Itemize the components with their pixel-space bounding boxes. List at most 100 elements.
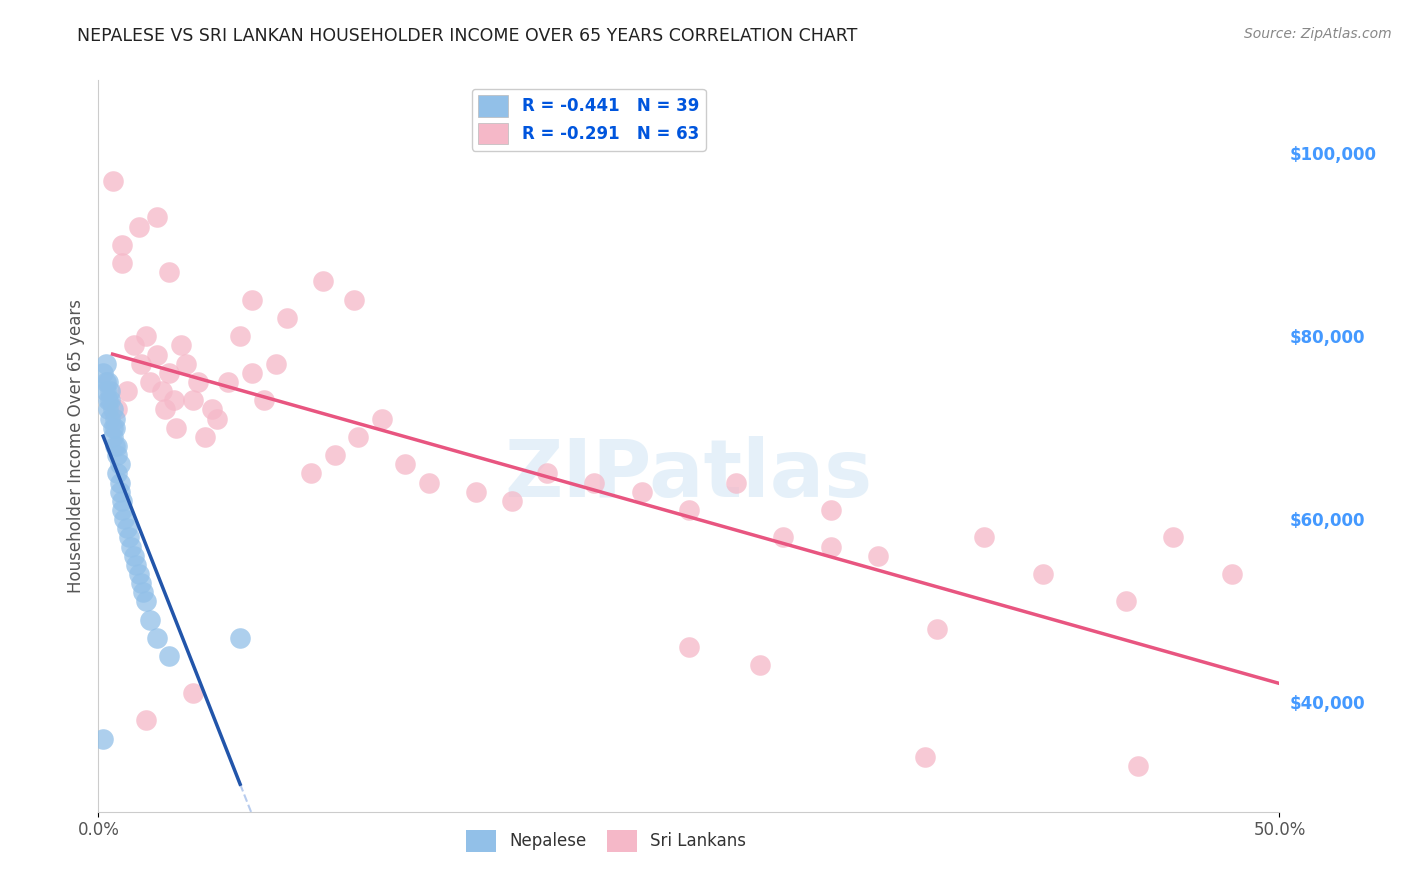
Point: [201, 402, 224, 417]
Point: [105, 439, 128, 453]
Point: [104, 420, 127, 434]
Point: [101, 420, 124, 434]
Point: [181, 686, 204, 700]
Point: [101, 174, 124, 188]
Point: [98, 384, 121, 398]
Point: [170, 338, 193, 352]
Point: [536, 467, 558, 481]
Point: [111, 493, 134, 508]
Point: [678, 640, 700, 655]
Point: [276, 310, 298, 325]
Point: [229, 329, 252, 343]
Point: [118, 530, 141, 544]
Point: [253, 393, 276, 408]
Point: [112, 512, 135, 526]
Point: [139, 375, 162, 389]
Point: [1220, 567, 1243, 582]
Point: [108, 475, 131, 490]
Point: [129, 357, 152, 371]
Point: [125, 558, 148, 572]
Point: [229, 631, 252, 645]
Point: [157, 649, 180, 664]
Point: [98, 411, 121, 425]
Point: [108, 457, 131, 471]
Point: [1161, 530, 1184, 544]
Point: [101, 430, 124, 444]
Text: NEPALESE VS SRI LANKAN HOUSEHOLDER INCOME OVER 65 YEARS CORRELATION CHART: NEPALESE VS SRI LANKAN HOUSEHOLDER INCOM…: [77, 27, 858, 45]
Point: [678, 503, 700, 517]
Point: [914, 749, 936, 764]
Point: [165, 420, 187, 434]
Point: [240, 293, 263, 307]
Point: [630, 484, 652, 499]
Point: [1115, 594, 1137, 608]
Point: [725, 475, 748, 490]
Y-axis label: Householder Income Over 65 years: Householder Income Over 65 years: [66, 299, 84, 593]
Point: [132, 585, 155, 599]
Point: [128, 567, 150, 582]
Point: [583, 475, 606, 490]
Point: [371, 411, 394, 425]
Point: [194, 430, 217, 444]
Point: [312, 274, 335, 288]
Point: [217, 375, 239, 389]
Point: [97, 393, 120, 408]
Point: [98, 393, 121, 408]
Point: [146, 211, 169, 225]
Point: [187, 375, 209, 389]
Point: [347, 430, 370, 444]
Point: [135, 714, 157, 728]
Point: [748, 658, 770, 673]
Legend: Nepalese, Sri Lankans: Nepalese, Sri Lankans: [460, 823, 752, 858]
Point: [115, 384, 138, 398]
Point: [97, 375, 120, 389]
Text: Source: ZipAtlas.com: Source: ZipAtlas.com: [1244, 27, 1392, 41]
Point: [101, 402, 124, 417]
Point: [820, 503, 842, 517]
Point: [111, 237, 134, 252]
Point: [115, 521, 138, 535]
Point: [121, 540, 143, 554]
Point: [94, 357, 117, 371]
Point: [105, 402, 128, 417]
Point: [418, 475, 440, 490]
Point: [1126, 759, 1149, 773]
Point: [111, 256, 134, 270]
Point: [146, 631, 169, 645]
Point: [104, 439, 127, 453]
Point: [181, 393, 204, 408]
Point: [91, 731, 114, 746]
Point: [122, 338, 145, 352]
Point: [973, 530, 995, 544]
Point: [820, 540, 842, 554]
Point: [264, 357, 287, 371]
Point: [342, 293, 364, 307]
Point: [94, 384, 117, 398]
Point: [240, 366, 263, 380]
Point: [135, 329, 157, 343]
Text: ZIPatlas: ZIPatlas: [505, 436, 873, 515]
Point: [465, 484, 488, 499]
Point: [105, 448, 128, 462]
Point: [128, 219, 150, 234]
Point: [299, 467, 322, 481]
Point: [146, 347, 169, 362]
Point: [772, 530, 794, 544]
Point: [163, 393, 186, 408]
Point: [139, 613, 162, 627]
Point: [111, 503, 134, 517]
Point: [108, 484, 131, 499]
Point: [150, 384, 173, 398]
Point: [104, 411, 127, 425]
Point: [105, 467, 128, 481]
Point: [122, 549, 145, 563]
Point: [129, 576, 152, 591]
Point: [97, 402, 120, 417]
Point: [153, 402, 176, 417]
Point: [925, 622, 948, 636]
Point: [205, 411, 228, 425]
Point: [157, 265, 180, 279]
Point: [1032, 567, 1054, 582]
Point: [174, 357, 197, 371]
Point: [94, 375, 117, 389]
